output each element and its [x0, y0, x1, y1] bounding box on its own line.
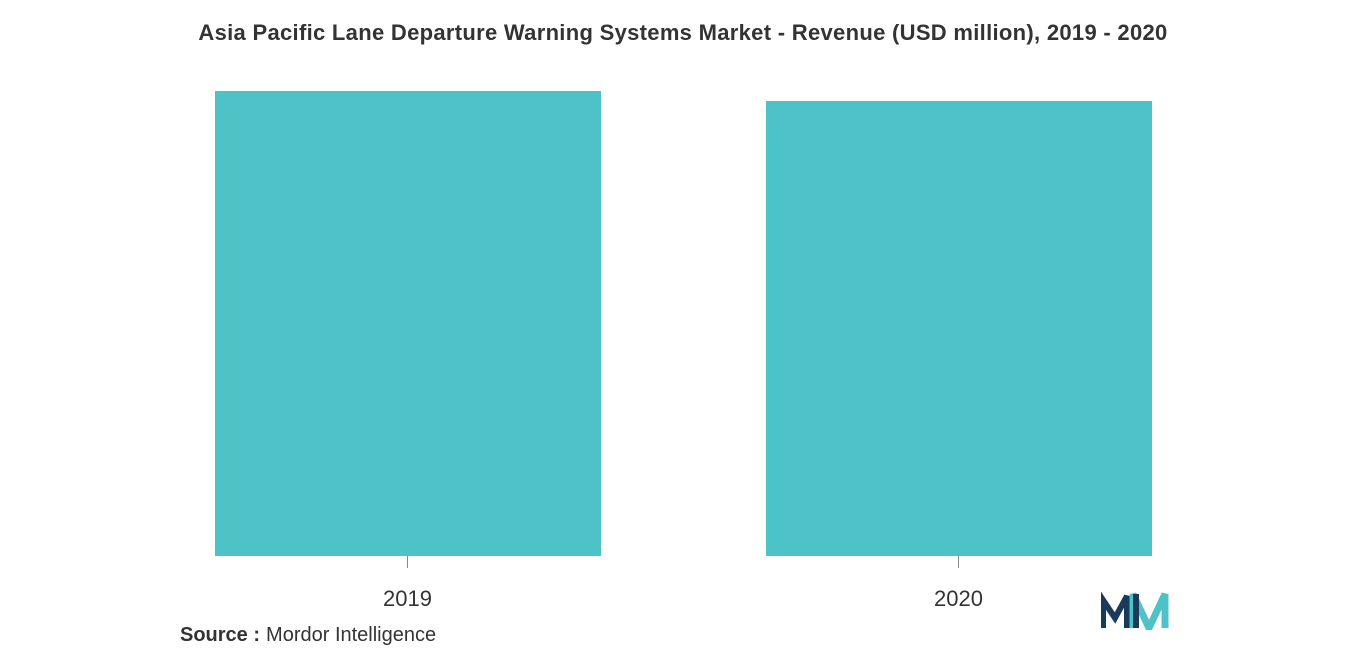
chart-title: Asia Pacific Lane Departure Warning Syst…	[30, 20, 1336, 46]
category-label-2020: 2020	[934, 586, 983, 612]
source-value: Mordor Intelligence	[266, 624, 436, 647]
tick-mark	[958, 556, 959, 568]
bar-2020	[766, 101, 1152, 556]
bar-2019	[215, 91, 601, 556]
source-label: Source :	[180, 624, 260, 647]
bar-group-2019: 2019	[215, 91, 601, 612]
mordor-logo-icon	[1101, 590, 1171, 630]
plot-area: 2019 2020	[30, 91, 1336, 612]
chart-container: Asia Pacific Lane Departure Warning Syst…	[0, 0, 1366, 655]
bar-group-2020: 2020	[766, 101, 1152, 612]
tick-mark	[407, 556, 408, 568]
category-label-2019: 2019	[383, 586, 432, 612]
